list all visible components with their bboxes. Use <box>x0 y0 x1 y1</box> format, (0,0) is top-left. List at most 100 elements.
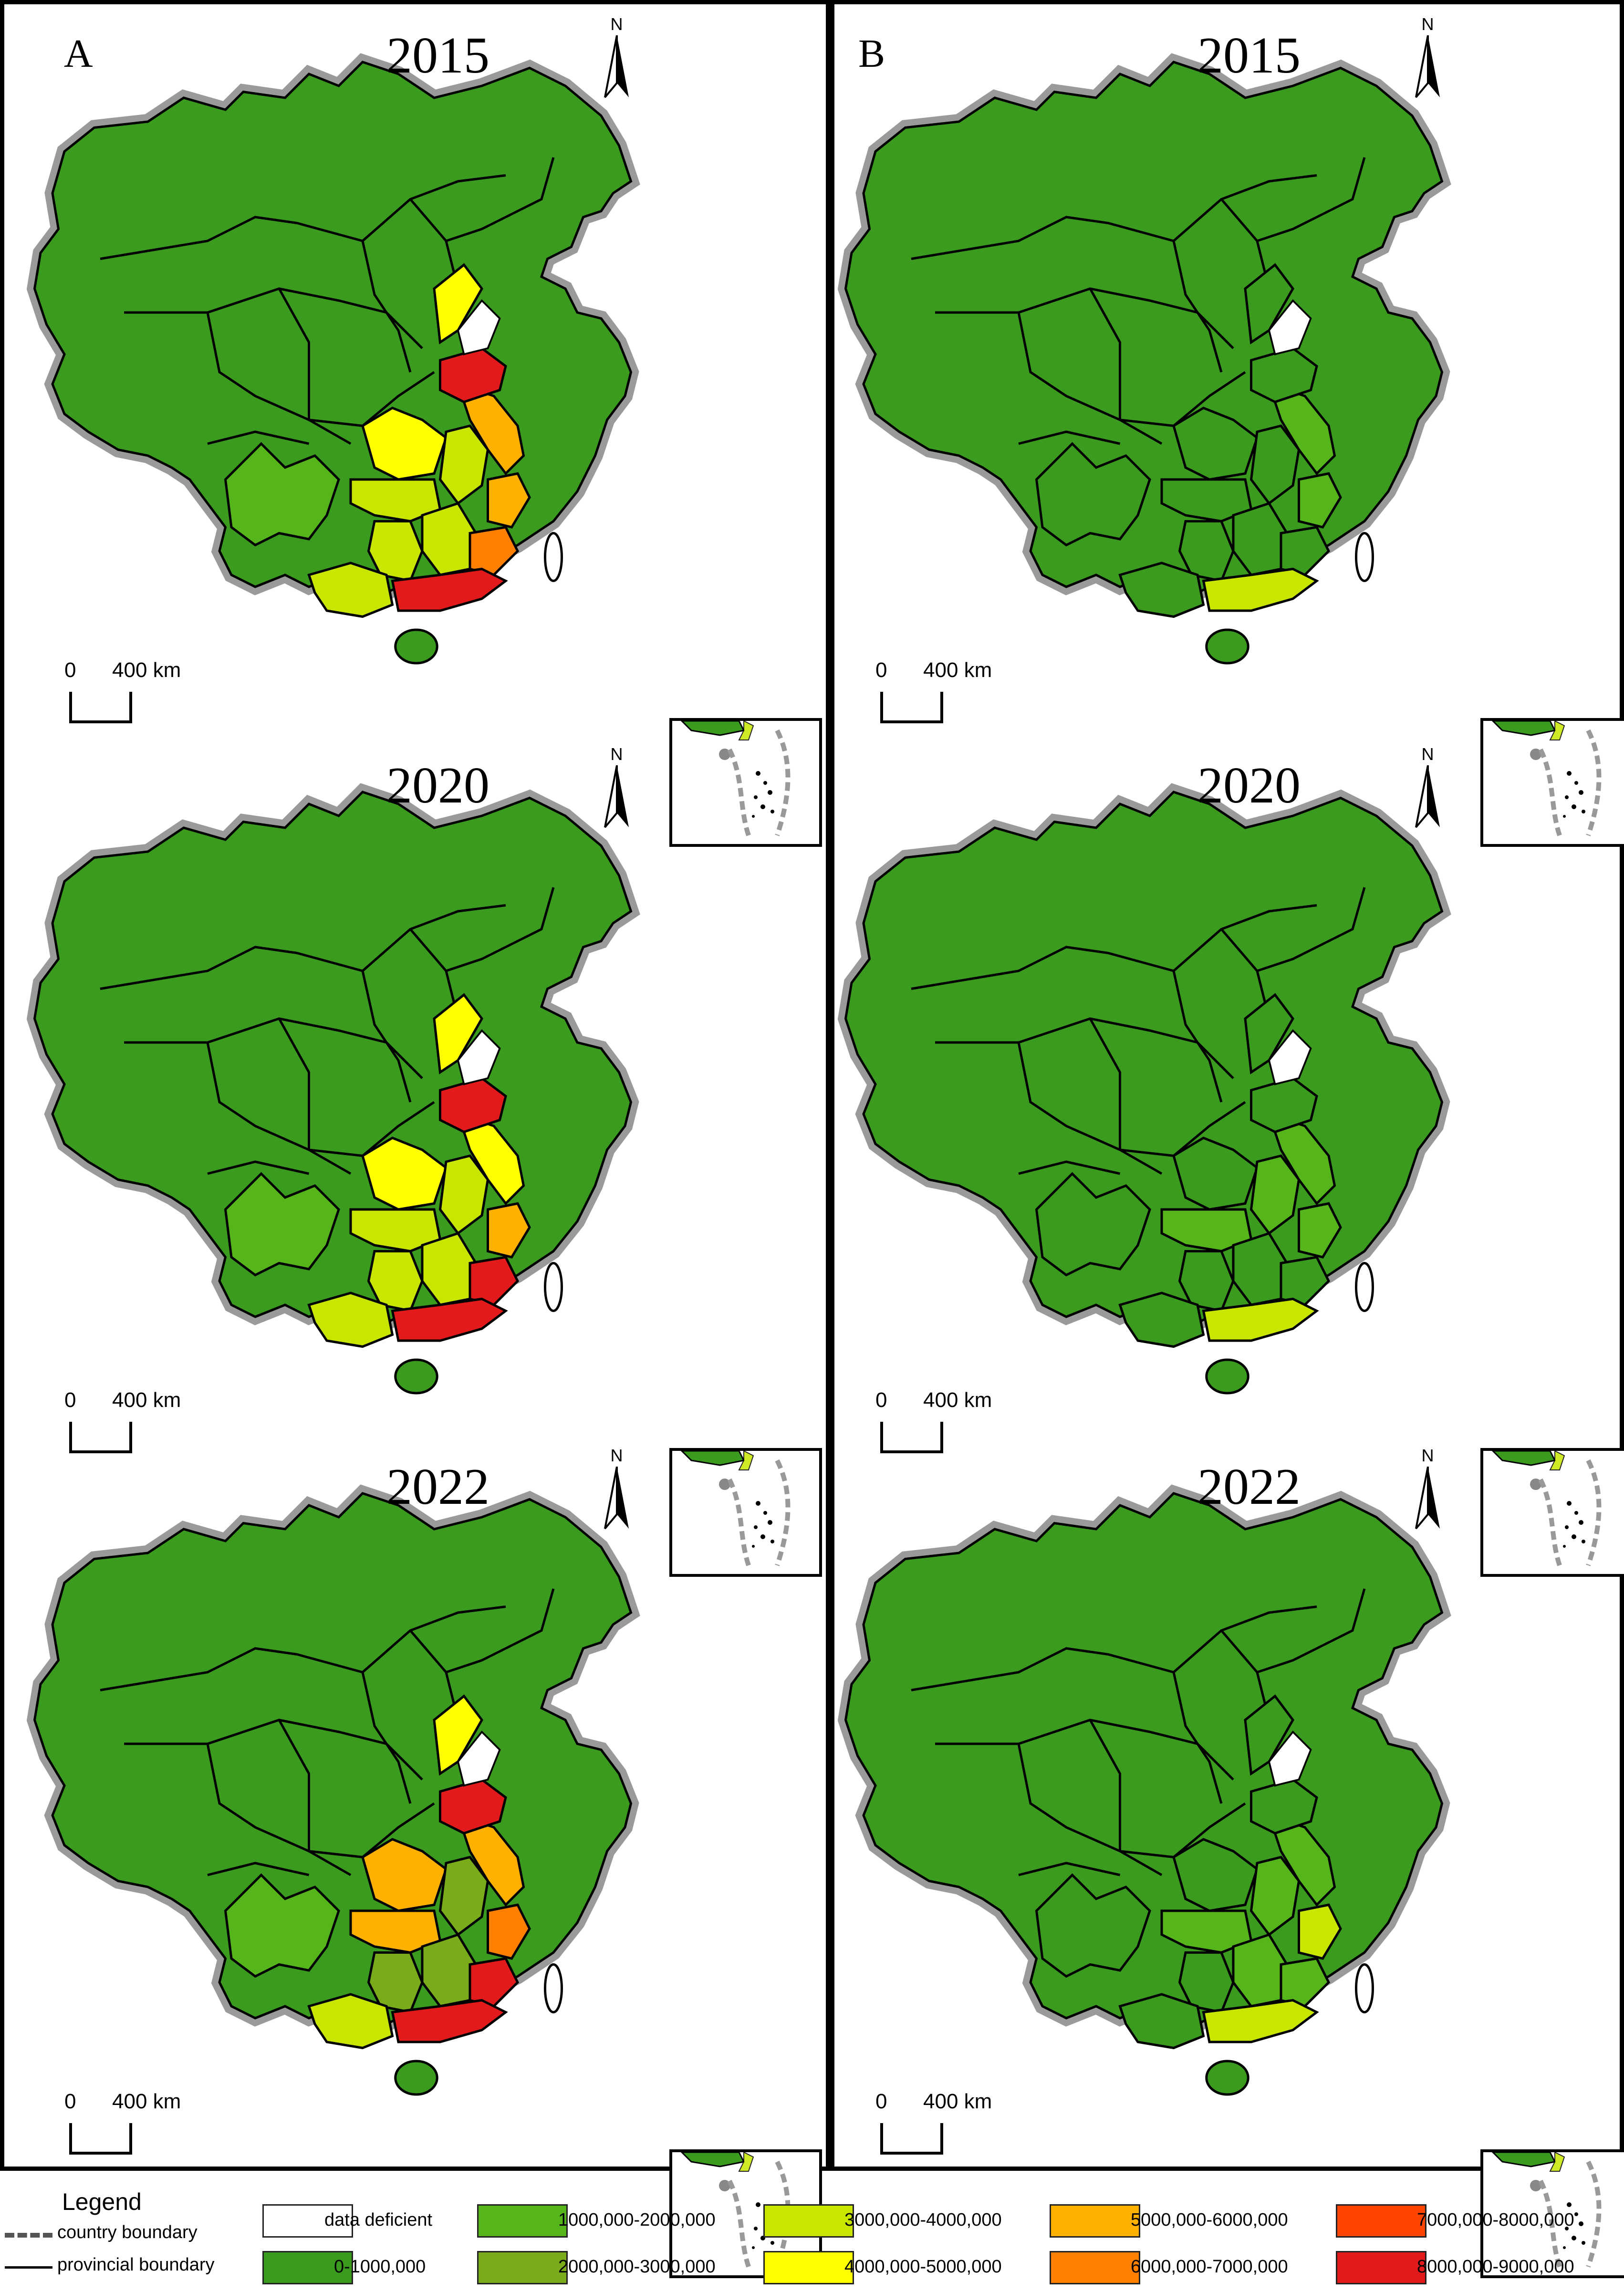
north-arrow: N <box>1406 1446 1449 1541</box>
provincial-boundary <box>361 240 412 373</box>
legend-swatch-class-6 <box>1050 2204 1140 2238</box>
province-guangdong <box>391 567 508 612</box>
provincial-boundary <box>1089 1719 1121 1851</box>
scale-bar-line <box>880 692 943 723</box>
provincial-boundary <box>207 1160 310 1175</box>
province-guangdong <box>1202 1297 1319 1342</box>
scale-zero: 0 <box>64 658 76 682</box>
province-sichuan <box>224 1873 340 1978</box>
legend-swatch-data-deficient <box>262 2204 353 2238</box>
china-map <box>26 783 640 1395</box>
north-arrow-icon <box>604 765 629 828</box>
provincial-boundary <box>1120 1101 1246 1157</box>
province-fujian <box>1280 1256 1331 1306</box>
legend-label: data deficient <box>324 2210 433 2230</box>
province-hebei <box>1244 1694 1294 1776</box>
provincial-boundary <box>911 174 1317 260</box>
provincial-boundary <box>1120 1802 1246 1859</box>
province-hebei <box>1244 263 1294 344</box>
province-fujian <box>1280 526 1331 576</box>
province-henan <box>361 406 448 481</box>
province-zhejiang <box>1298 1903 1342 1960</box>
north-arrow: N <box>1406 744 1449 840</box>
province-anhui <box>1249 1154 1301 1235</box>
country-boundary-line <box>5 2233 52 2238</box>
hainan-island <box>394 2060 438 2096</box>
legend-label: 2000,000-3000,000 <box>558 2257 716 2277</box>
provincial-boundary <box>206 312 352 445</box>
taiwan-island <box>544 1963 563 2013</box>
scale-bar: 0 400 km <box>875 2090 1038 2161</box>
scale-distance: 400 km <box>923 658 992 682</box>
provincial-boundary <box>935 287 1234 349</box>
provincial-boundary <box>278 1018 310 1150</box>
provincial-boundary <box>278 1719 310 1851</box>
inset-map <box>679 720 790 836</box>
legend-swatch-class-3 <box>477 2251 568 2284</box>
province-fujian <box>468 526 520 576</box>
provincial-boundary <box>1172 240 1223 373</box>
provincial-boundary <box>100 904 506 990</box>
provincial-boundary <box>1017 1743 1163 1876</box>
provincial-boundary <box>309 371 435 427</box>
legend-swatch-class-7 <box>1050 2251 1140 2284</box>
north-label: N <box>610 1446 623 1465</box>
bohai-sea <box>1268 299 1312 355</box>
taiwan-island <box>544 1262 563 1312</box>
provincial-boundary <box>1172 1672 1223 1804</box>
map-year: 2020 <box>386 757 489 814</box>
province-zhejiang <box>1298 1202 1342 1259</box>
provincial-boundary <box>100 174 506 260</box>
map-year: 2022 <box>386 1459 489 1515</box>
country-boundary-label: country boundary <box>57 2222 198 2242</box>
province-hebei <box>433 993 483 1074</box>
provincial-boundary <box>1017 312 1163 445</box>
scale-bar: 0 400 km <box>875 658 1038 730</box>
legend-label: 8000,000-9000,000 <box>1417 2257 1574 2277</box>
provincial-boundary <box>206 1743 352 1876</box>
legend-swatch-class-2 <box>477 2204 568 2238</box>
north-label: N <box>610 14 623 34</box>
legend-swatch-class-9 <box>1336 2251 1426 2284</box>
north-arrow: N <box>595 14 638 110</box>
scale-distance: 400 km <box>112 2090 181 2113</box>
province-anhui <box>1249 424 1301 505</box>
province-sichuan <box>1035 442 1151 547</box>
bohai-sea <box>457 299 501 355</box>
province-anhui <box>438 1855 489 1937</box>
china-map <box>26 1484 640 2096</box>
province-henan <box>361 1136 448 1211</box>
inset-map <box>679 1450 790 1566</box>
province-guangxi <box>307 1292 394 1348</box>
scale-zero: 0 <box>64 2090 76 2113</box>
legend-label: 3000,000-4000,000 <box>844 2210 1002 2230</box>
country-fill <box>33 61 633 594</box>
province-fujian <box>468 1256 520 1306</box>
provincial-boundary <box>911 904 1317 990</box>
province-guangdong <box>1202 1999 1319 2043</box>
provincial-boundary <box>1018 1160 1121 1175</box>
north-label: N <box>1421 744 1434 764</box>
province-henan <box>361 1838 448 1912</box>
taiwan-island <box>1355 1262 1374 1312</box>
province-jiangsu <box>456 1112 525 1206</box>
scale-bar: 0 400 km <box>64 658 227 730</box>
hainan-island <box>1205 628 1249 665</box>
provincial-boundary <box>206 1042 352 1175</box>
scale-zero: 0 <box>875 2090 887 2113</box>
provincial-boundary <box>409 1588 555 1674</box>
country-fill <box>33 1492 633 2026</box>
scale-bar-line <box>69 692 132 723</box>
province-hebei <box>1244 993 1294 1074</box>
china-map <box>837 53 1451 665</box>
north-label: N <box>610 744 623 764</box>
provincial-boundary <box>1089 288 1121 420</box>
provincial-boundary <box>1018 1862 1121 1876</box>
province-jiangsu <box>1267 1112 1336 1206</box>
legend-swatch-class-1 <box>262 2251 353 2284</box>
province-henan <box>1172 1136 1259 1211</box>
legend-swatch-class-4 <box>763 2204 854 2238</box>
country-fill <box>844 1492 1444 2026</box>
provincial-boundary <box>1220 157 1366 242</box>
bohai-sea <box>457 1029 501 1085</box>
